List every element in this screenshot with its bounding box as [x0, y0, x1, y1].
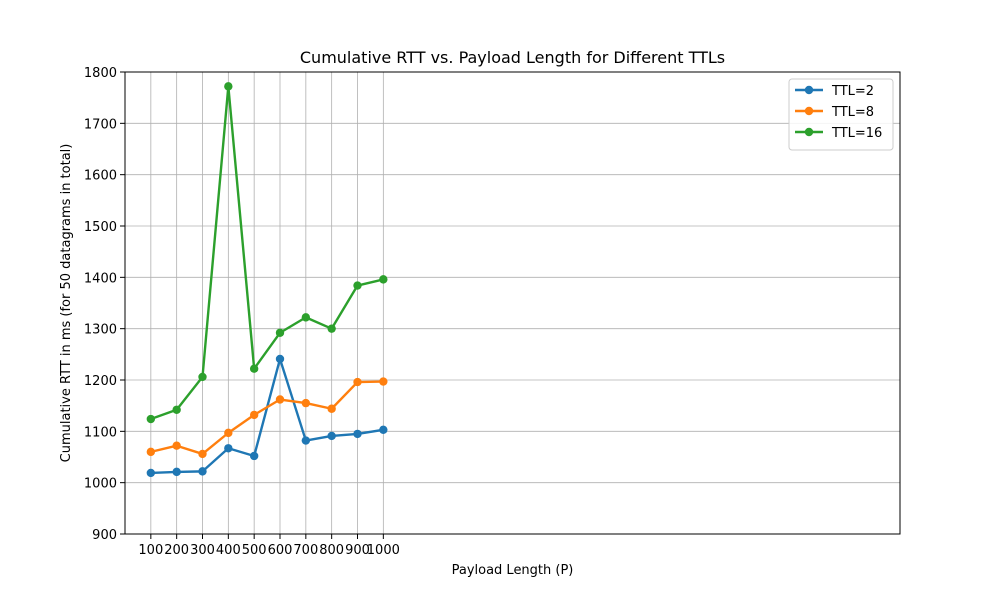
ticks: 100 200 300 400 500 600 700 800 9001000900100011…: [84, 66, 400, 558]
y-axis-title: Cumulative RTT in ms (for 50 datagrams i…: [59, 144, 74, 463]
data-point: [327, 431, 336, 441]
data-point: [327, 404, 336, 413]
data-point: [379, 425, 388, 434]
legend: TTL=2 TTL=8 TTL=16: [788, 78, 894, 151]
series-layer: [146, 82, 388, 478]
x-tick-label: 900: [345, 543, 370, 558]
series-ttl-8: [146, 377, 388, 459]
data-point: [379, 377, 388, 386]
y-tick-label: 1600: [84, 169, 117, 184]
series-ttl-16: [146, 82, 388, 424]
data-point: [249, 410, 259, 420]
y-tick-label: 900: [92, 528, 117, 543]
data-point: [198, 467, 207, 476]
y-tick-label: 1700: [84, 117, 117, 132]
series-line: [150, 380, 384, 456]
chart-title: Cumulative RTT vs. Payload Length for Di…: [300, 48, 725, 67]
data-point: [275, 354, 285, 364]
legend-marker: [804, 85, 814, 95]
legend-label: TTL=8: [831, 105, 874, 120]
data-point: [249, 451, 259, 461]
legend-marker: [804, 106, 814, 116]
data-point: [224, 444, 233, 453]
data-point: [198, 449, 207, 459]
legend-entry: TTL=8: [795, 105, 874, 120]
data-point: [301, 398, 311, 408]
data-point: [146, 447, 156, 457]
data-point: [198, 372, 207, 382]
legend-label: TTL=2: [831, 84, 874, 99]
data-point: [275, 395, 285, 404]
x-tick-label: 300: [190, 543, 215, 558]
data-point: [172, 405, 181, 414]
y-tick-label: 1000: [84, 477, 117, 492]
data-point: [172, 467, 181, 477]
data-point: [301, 436, 311, 445]
legend-label: TTL=16: [831, 126, 882, 141]
x-axis-title: Payload Length (P): [452, 563, 574, 578]
x-tick-label: 700: [293, 543, 318, 558]
data-point: [146, 468, 156, 478]
y-tick-label: 1800: [84, 66, 117, 81]
y-tick-label: 1200: [84, 374, 117, 389]
series-line: [150, 85, 384, 421]
data-point: [327, 324, 336, 333]
x-tick-label: 100: [138, 543, 163, 558]
y-tick-label: 1100: [84, 425, 117, 440]
x-tick-label: 400: [216, 543, 241, 558]
data-point: [301, 313, 311, 322]
data-point: [224, 82, 233, 91]
x-tick-label: 1000: [367, 543, 400, 558]
y-tick-label: 1500: [84, 220, 117, 235]
data-point: [353, 281, 362, 290]
data-point: [275, 328, 285, 337]
x-tick-label: 500: [242, 543, 267, 558]
x-tick-label: 200: [164, 543, 189, 558]
legend-entry: TTL=2: [795, 84, 874, 99]
data-point: [353, 429, 362, 439]
x-tick-label: 600: [268, 543, 293, 558]
data-point: [353, 377, 362, 387]
data-point: [379, 275, 388, 284]
plot-frame: [124, 71, 901, 535]
legend-marker: [804, 127, 814, 137]
legend-entry: TTL=16: [795, 126, 882, 141]
data-point: [249, 364, 259, 373]
x-tick-label: 800: [319, 543, 344, 558]
data-point: [224, 428, 233, 438]
data-point: [172, 441, 181, 450]
y-tick-label: 1300: [84, 323, 117, 338]
y-tick-label: 1400: [84, 271, 117, 286]
data-point: [146, 414, 156, 424]
